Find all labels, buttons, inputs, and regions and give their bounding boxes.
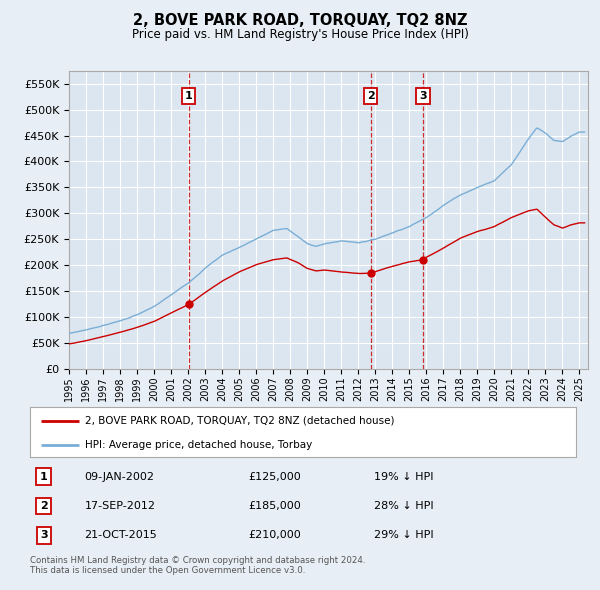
Text: Contains HM Land Registry data © Crown copyright and database right 2024.: Contains HM Land Registry data © Crown c… <box>30 556 365 565</box>
Text: 1: 1 <box>185 91 193 101</box>
Text: £185,000: £185,000 <box>248 501 301 511</box>
Text: 17-SEP-2012: 17-SEP-2012 <box>85 501 155 511</box>
Text: This data is licensed under the Open Government Licence v3.0.: This data is licensed under the Open Gov… <box>30 566 305 575</box>
Text: £210,000: £210,000 <box>248 530 301 540</box>
Text: 09-JAN-2002: 09-JAN-2002 <box>85 471 155 481</box>
Text: £125,000: £125,000 <box>248 471 301 481</box>
Text: 28% ↓ HPI: 28% ↓ HPI <box>374 501 434 511</box>
Text: 2, BOVE PARK ROAD, TORQUAY, TQ2 8NZ (detached house): 2, BOVE PARK ROAD, TORQUAY, TQ2 8NZ (det… <box>85 415 394 425</box>
Text: 2: 2 <box>367 91 374 101</box>
Text: 29% ↓ HPI: 29% ↓ HPI <box>374 530 434 540</box>
Text: 2, BOVE PARK ROAD, TORQUAY, TQ2 8NZ: 2, BOVE PARK ROAD, TORQUAY, TQ2 8NZ <box>133 13 467 28</box>
Text: 19% ↓ HPI: 19% ↓ HPI <box>374 471 433 481</box>
Text: 21-OCT-2015: 21-OCT-2015 <box>85 530 157 540</box>
Text: Price paid vs. HM Land Registry's House Price Index (HPI): Price paid vs. HM Land Registry's House … <box>131 28 469 41</box>
Text: 1: 1 <box>40 471 47 481</box>
Text: 3: 3 <box>40 530 47 540</box>
Text: 3: 3 <box>419 91 427 101</box>
Text: HPI: Average price, detached house, Torbay: HPI: Average price, detached house, Torb… <box>85 440 312 450</box>
Text: 2: 2 <box>40 501 47 511</box>
